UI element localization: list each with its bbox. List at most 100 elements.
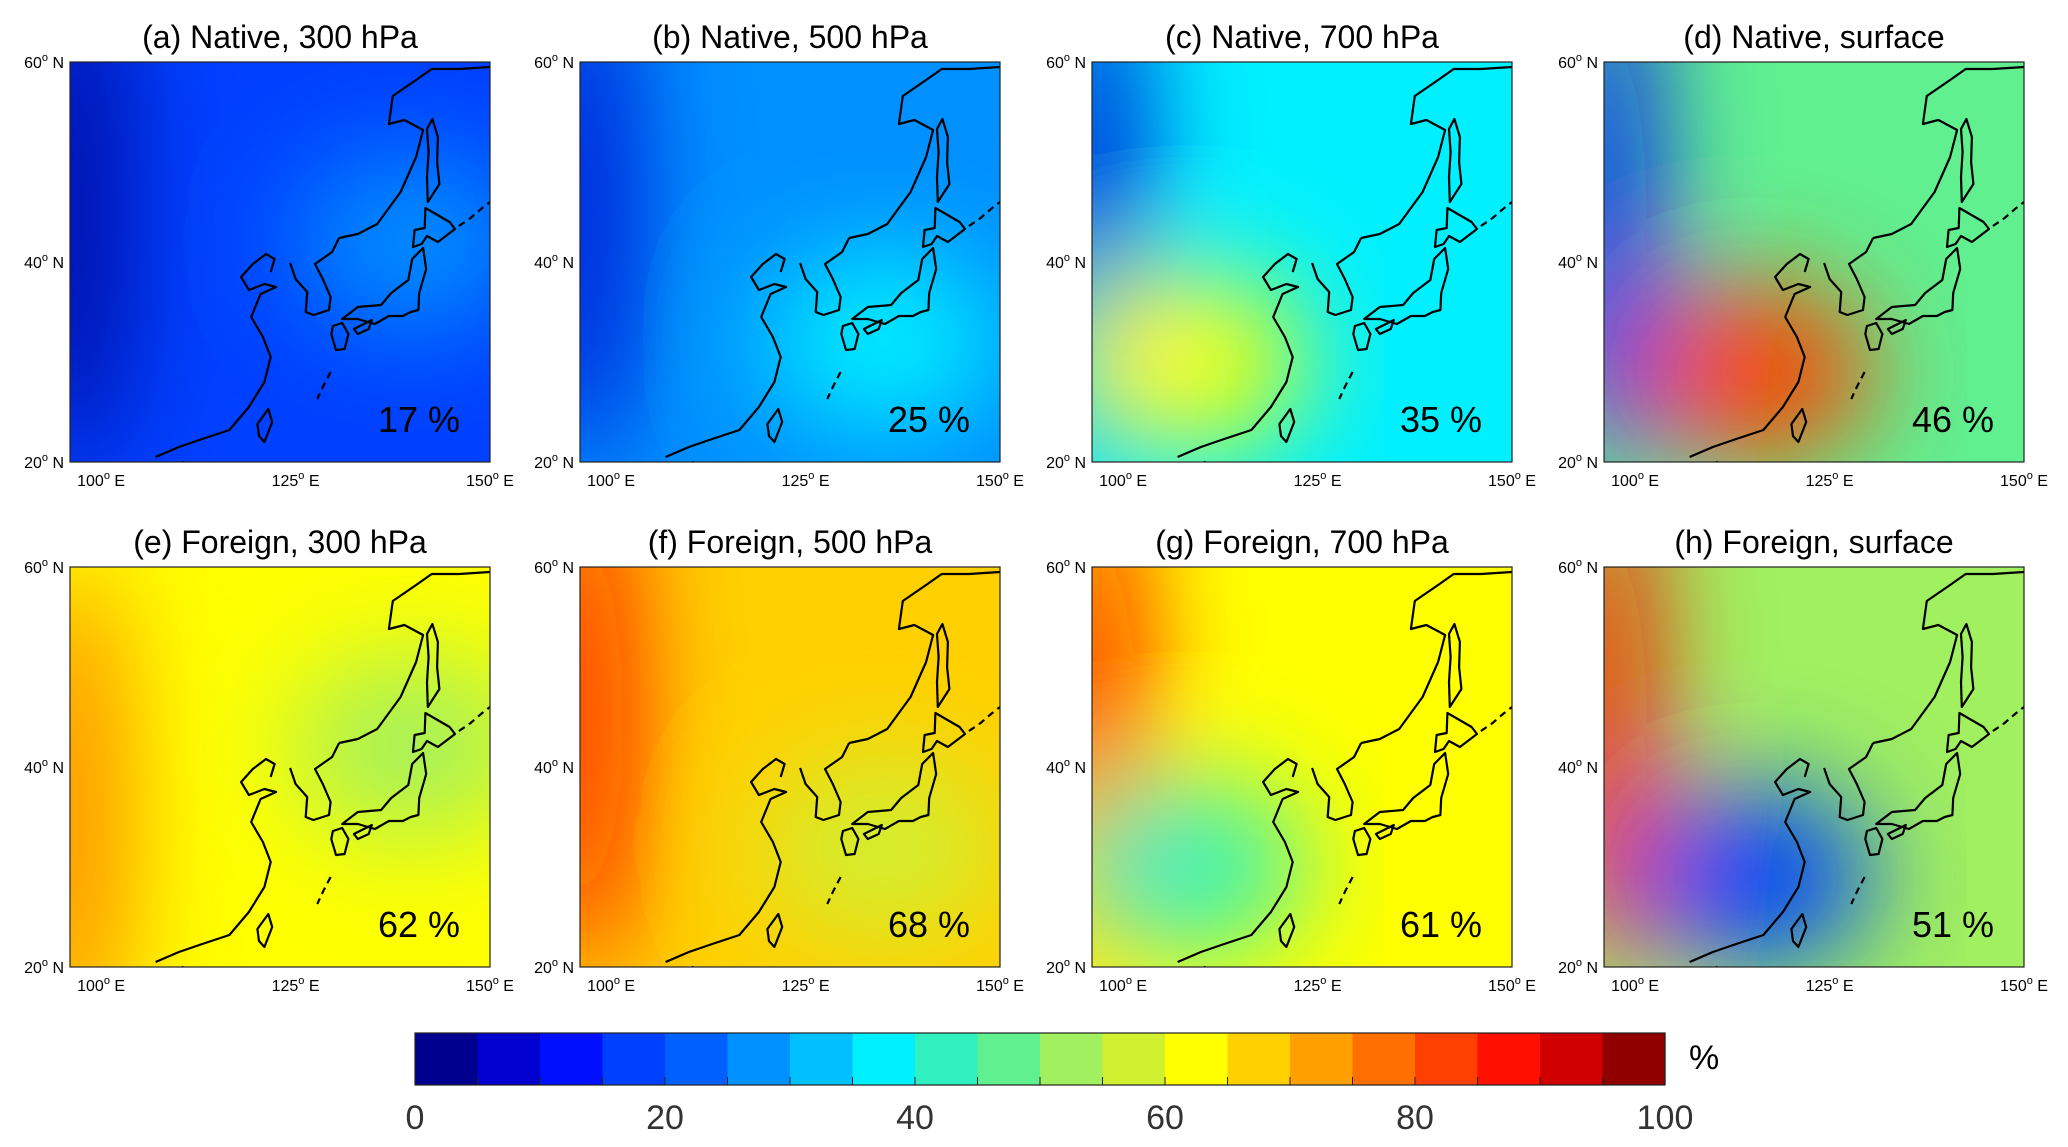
panels: (a) Native, 300 hPa 17 % 100o E 125o E 150o … [24, 19, 2048, 995]
x-tick-label: 100o E [1611, 470, 1659, 490]
hotspot [1092, 777, 1306, 957]
coastline-sakhalin [1447, 117, 1463, 204]
hotspot [580, 62, 628, 462]
y-tick-label: 60o N [1046, 52, 1086, 72]
coastline-hainan [180, 965, 185, 967]
coastline-hainan [1714, 460, 1719, 462]
x-tick-label: 100o E [587, 470, 635, 490]
coastline-hokkaido [1433, 711, 1479, 754]
panel-title: (g) Foreign, 700 hPa [1155, 524, 1449, 560]
coastline-sakhalin [1959, 622, 1975, 709]
coastline-shikoku [1886, 318, 1907, 336]
coastline-shikoku [1374, 318, 1395, 336]
coastline-ryukyu [316, 876, 332, 905]
coastline-hokkaido [411, 711, 457, 754]
coastline-honshu [341, 246, 428, 326]
coastline-kyushu [840, 321, 860, 352]
coastline-korea [1311, 742, 1363, 822]
panel-title: (c) Native, 700 hPa [1165, 19, 1439, 55]
hotspot [1631, 787, 1872, 967]
coastline-sakhalin [935, 622, 951, 709]
colorbar-swatch [790, 1033, 854, 1085]
x-tick-label: 150o E [466, 975, 514, 995]
coastline-sakhalin [1447, 622, 1463, 709]
colorbar-tick-label: 100 [1637, 1099, 1694, 1137]
colorbar-swatch [477, 1033, 541, 1085]
y-tick-label: 40o N [1558, 252, 1598, 272]
x-tick-label: 125o E [782, 975, 830, 995]
coastline-hokkaido [921, 711, 967, 754]
coastline-kamchatka [1872, 570, 2024, 745]
coastline-korea [289, 237, 341, 317]
colorbar-swatch [1165, 1033, 1229, 1085]
y-tick-label: 20o N [24, 452, 64, 472]
coastline-china [155, 757, 278, 964]
coastlines [1177, 570, 1512, 967]
y-tick-label: 20o N [24, 957, 64, 977]
coastline-sakhalin [1959, 117, 1975, 204]
x-tick-label: 150o E [2000, 470, 2048, 490]
coastline-china [1689, 252, 1812, 459]
x-tick-label: 100o E [77, 975, 125, 995]
annotation: 68 % [888, 904, 970, 945]
coastline-kyushu [330, 826, 350, 857]
coastline-china [1177, 252, 1300, 459]
coastline-kyushu [1352, 826, 1372, 857]
coastline-shikoku [862, 823, 883, 841]
coastline-taiwan [766, 407, 784, 444]
x-tick-label: 150o E [2000, 975, 2048, 995]
colorbar-swatch [1602, 1033, 1666, 1085]
y-tick-label: 20o N [534, 452, 574, 472]
colorbar-tick-label: 0 [406, 1099, 425, 1137]
panel-title: (h) Foreign, surface [1674, 524, 1953, 560]
annotation: 25 % [888, 399, 970, 440]
y-tick-label: 40o N [24, 757, 64, 777]
x-tick-label: 100o E [587, 975, 635, 995]
panel-a: (a) Native, 300 hPa 17 % 100o E 125o E 150o … [24, 19, 514, 490]
hotspot [292, 152, 490, 332]
annotation: 46 % [1912, 399, 1994, 440]
y-tick-label: 40o N [1046, 757, 1086, 777]
coastline-honshu [341, 751, 428, 831]
panel-title: (b) Native, 500 hPa [652, 19, 928, 55]
y-tick-label: 40o N [1558, 757, 1598, 777]
coastline-kamchatka [1360, 570, 1512, 745]
x-tick-label: 150o E [976, 470, 1024, 490]
x-tick-label: 100o E [1611, 975, 1659, 995]
x-tick-label: 125o E [272, 470, 320, 490]
coastline-hainan [1202, 460, 1207, 462]
colorbar-swatch [915, 1033, 979, 1085]
hotspot [292, 657, 490, 837]
panel-title: (a) Native, 300 hPa [142, 19, 418, 55]
coastline-hainan [690, 965, 695, 967]
coastline-korea [799, 237, 851, 317]
field-e [70, 567, 490, 967]
coastline-hokkaido [1945, 711, 1991, 754]
coastline-china [155, 252, 278, 459]
coastline-taiwan [766, 912, 784, 949]
coastline-kamchatka [338, 65, 490, 240]
y-tick-label: 20o N [1046, 957, 1086, 977]
colorbar-swatch [727, 1033, 791, 1085]
coastline-honshu [1363, 751, 1450, 831]
x-tick-label: 100o E [1099, 470, 1147, 490]
colorbar-swatch [1415, 1033, 1479, 1085]
y-tick-label: 20o N [534, 957, 574, 977]
coastline-china [665, 757, 788, 964]
annotation: 17 % [378, 399, 460, 440]
hotspot [70, 62, 118, 462]
y-tick-label: 40o N [1046, 252, 1086, 272]
x-tick-label: 125o E [782, 470, 830, 490]
coastlines [665, 65, 1000, 462]
panel-title: (e) Foreign, 300 hPa [133, 524, 427, 560]
coastline-taiwan [1790, 407, 1808, 444]
panel-d: (d) Native, surface 46 % 100o E 125o E 150o … [1558, 19, 2048, 490]
coastlines [1689, 570, 2024, 967]
coastline-honshu [1363, 246, 1450, 326]
x-tick-label: 125o E [272, 975, 320, 995]
coastlines [665, 570, 1000, 967]
coastlines [1689, 65, 2024, 462]
coastline-shikoku [1374, 823, 1395, 841]
coastline-kamchatka [338, 570, 490, 745]
panel-f: (f) Foreign, 500 hPa 68 % 100o E 125o E 150o… [534, 524, 1024, 995]
